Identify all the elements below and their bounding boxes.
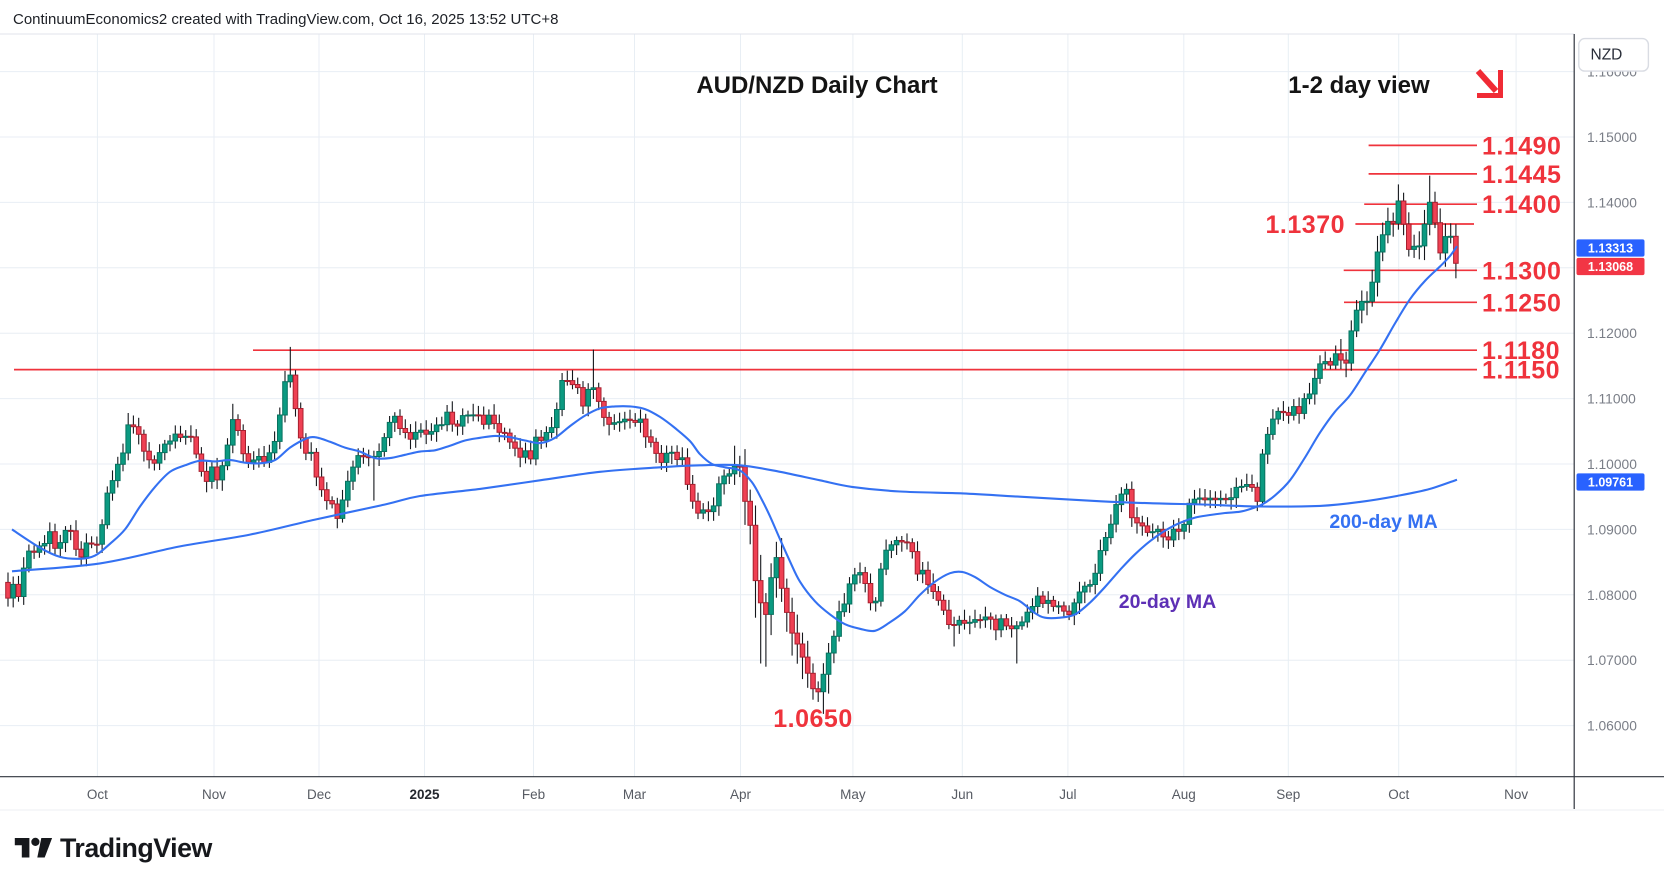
svg-text:1.13313: 1.13313	[1588, 241, 1633, 255]
svg-text:1.0650: 1.0650	[773, 705, 852, 733]
svg-text:NZD: NZD	[1591, 47, 1623, 64]
svg-text:1.07000: 1.07000	[1587, 653, 1637, 668]
svg-text:1.1180: 1.1180	[1482, 337, 1560, 365]
svg-text:Dec: Dec	[307, 787, 331, 802]
svg-text:Oct: Oct	[1388, 787, 1409, 802]
svg-text:Mar: Mar	[623, 787, 647, 802]
svg-text:1-2 day view: 1-2 day view	[1288, 72, 1430, 99]
svg-text:Oct: Oct	[87, 787, 108, 802]
svg-text:ContinuumEconomics2 created wi: ContinuumEconomics2 created with Trading…	[13, 11, 558, 28]
svg-text:1.11000: 1.11000	[1587, 392, 1636, 407]
svg-text:1.1490: 1.1490	[1482, 132, 1561, 160]
svg-text:20-day MA: 20-day MA	[1119, 591, 1217, 613]
svg-text:1.1445: 1.1445	[1482, 161, 1561, 189]
svg-text:Feb: Feb	[522, 787, 545, 802]
svg-text:1.1370: 1.1370	[1266, 211, 1345, 239]
svg-text:1.09761: 1.09761	[1588, 475, 1633, 489]
svg-text:1.15000: 1.15000	[1587, 130, 1637, 145]
svg-text:AUD/NZD Daily Chart: AUD/NZD Daily Chart	[696, 72, 937, 99]
svg-text:1.1400: 1.1400	[1482, 191, 1561, 219]
svg-text:Nov: Nov	[202, 787, 226, 802]
svg-text:2025: 2025	[409, 787, 440, 802]
svg-text:1.06000: 1.06000	[1587, 719, 1637, 734]
svg-text:1.12000: 1.12000	[1587, 326, 1637, 341]
svg-text:1.1150: 1.1150	[1482, 357, 1560, 385]
svg-text:Apr: Apr	[730, 787, 752, 802]
svg-text:TradingView: TradingView	[60, 833, 213, 863]
svg-text:1.1300: 1.1300	[1482, 257, 1561, 285]
svg-text:Jun: Jun	[951, 787, 973, 802]
svg-text:1.13068: 1.13068	[1588, 260, 1633, 274]
svg-text:Aug: Aug	[1172, 787, 1196, 802]
svg-text:1.1250: 1.1250	[1482, 289, 1561, 317]
svg-text:Sep: Sep	[1276, 787, 1300, 802]
svg-text:May: May	[840, 787, 866, 802]
svg-text:1.08000: 1.08000	[1587, 588, 1637, 603]
svg-text:1.10000: 1.10000	[1587, 457, 1637, 472]
svg-text:1.14000: 1.14000	[1587, 195, 1637, 210]
svg-text:Jul: Jul	[1059, 787, 1076, 802]
svg-text:Nov: Nov	[1504, 787, 1528, 802]
svg-text:1.09000: 1.09000	[1587, 522, 1637, 537]
svg-text:200-day MA: 200-day MA	[1329, 511, 1437, 533]
